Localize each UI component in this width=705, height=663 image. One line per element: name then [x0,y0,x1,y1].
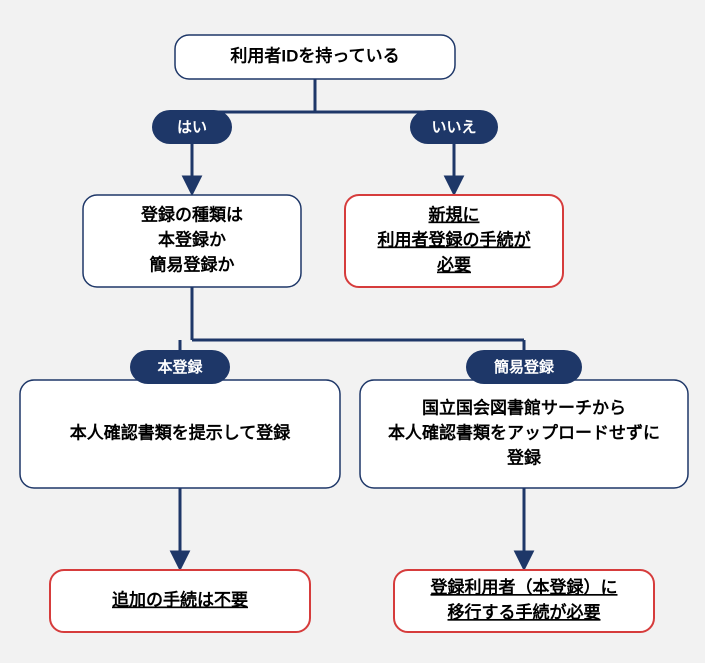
box-text: 登録の種類は [140,204,243,224]
flow-box-noMore: 追加の手続は不要 [50,570,310,632]
box-text: 必要 [436,254,471,274]
flow-box-newReg: 新規に利用者登録の手続が必要 [345,195,563,287]
decision-label-yes: はい [152,110,232,144]
flow-box-full: 本人確認書類を提示して登録 [20,380,340,488]
flow-box-migrate: 登録利用者（本登録）に移行する手続が必要 [394,570,654,632]
box-text: 本登録か [158,229,226,249]
decision-label-no: いいえ [410,110,498,144]
box-text: 新規に [429,204,480,224]
label-text: 簡易登録 [494,358,555,376]
box-text: 国立国会図書館サーチから [422,397,626,417]
box-text: 利用者IDを持っている [230,45,399,65]
box-text: 本人確認書類を提示して登録 [70,422,291,442]
box-text: 簡易登録か [149,254,235,274]
box-text: 移行する手続が必要 [448,602,601,622]
box-text: 登録 [506,447,542,467]
box-text: 本人確認書類をアップロードせずに [388,422,660,442]
flow-box-simple: 国立国会図書館サーチから本人確認書類をアップロードせずに登録 [360,380,688,488]
box-text: 利用者登録の手続が [378,229,531,249]
label-text: いいえ [431,119,476,136]
decision-label-full: 本登録 [130,350,230,384]
flow-box-root: 利用者IDを持っている [175,35,455,79]
flow-box-typeQ: 登録の種類は本登録か簡易登録か [83,195,301,287]
label-text: 本登録 [157,358,203,376]
label-text: はい [177,119,207,136]
box-text: 追加の手続は不要 [112,589,248,609]
box-text: 登録利用者（本登録）に [430,577,618,597]
decision-label-simple: 簡易登録 [466,350,582,384]
